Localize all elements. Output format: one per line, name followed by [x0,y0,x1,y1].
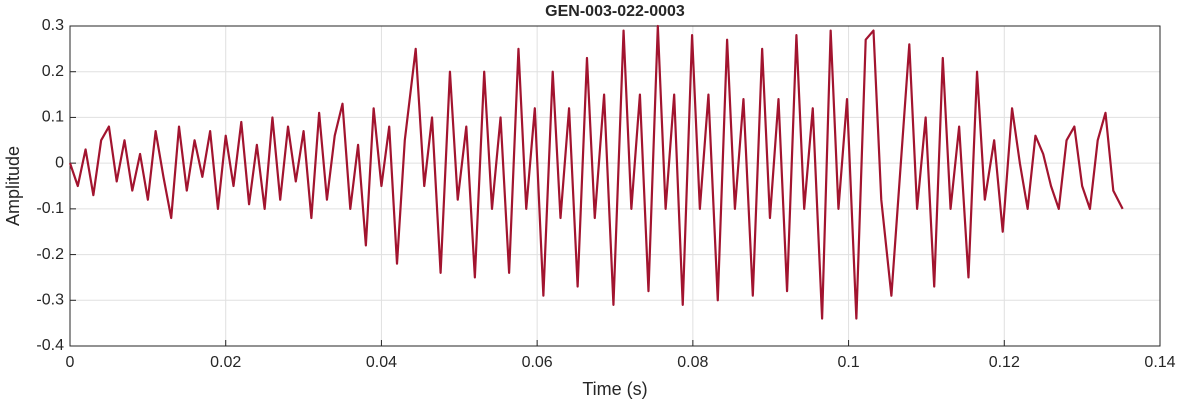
x-tick-label: 0.08 [677,354,708,371]
x-tick-label: 0.14 [1144,354,1175,371]
y-tick-label: 0.3 [42,17,64,34]
x-tick-label: 0 [66,354,75,371]
x-axis-label: Time (s) [582,379,647,399]
x-tick-label: 0.06 [522,354,553,371]
y-tick-label: -0.1 [36,200,64,217]
y-tick-label: 0 [55,154,64,171]
y-tick-label: -0.2 [36,246,64,263]
waveform-line [68,24,1124,320]
y-axis-label: Amplitude [3,146,23,226]
plot-frame [69,25,1161,347]
x-tick-label: 0.02 [210,354,241,371]
y-tick-label: 0.1 [42,109,64,126]
y-tick-label: 0.2 [42,63,64,80]
x-tick-label: 0.04 [366,354,397,371]
y-tick-label: -0.4 [36,337,64,354]
x-tick-label: 0.1 [837,354,859,371]
y-tick-label: -0.3 [36,292,64,309]
x-tick-label: 0.12 [989,354,1020,371]
chart-title: GEN-003-022-0003 [545,3,685,20]
